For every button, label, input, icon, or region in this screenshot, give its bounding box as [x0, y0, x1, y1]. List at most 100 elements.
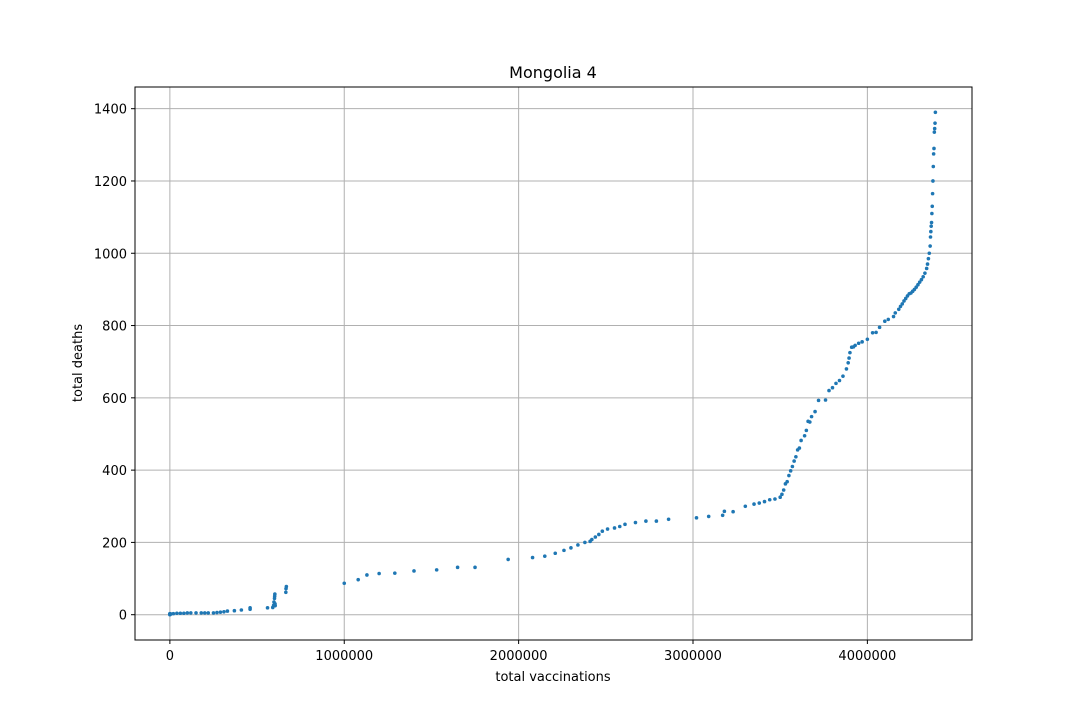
y-axis-label: total deaths [71, 324, 86, 402]
y-tick-label: 400 [102, 464, 127, 479]
data-point [886, 317, 891, 322]
data-point [900, 302, 905, 306]
x-tick-label: 4000000 [838, 649, 896, 664]
data-point [644, 519, 648, 523]
data-point [583, 540, 587, 545]
data-point [706, 514, 711, 519]
x-tick-label: 2000000 [490, 649, 548, 664]
data-point [799, 438, 803, 443]
data-point [434, 568, 439, 572]
data-point [797, 446, 802, 450]
y-tick-label: 1400 [94, 103, 127, 118]
plot-area-frame [134, 86, 973, 641]
data-point [553, 551, 558, 556]
data-point [898, 304, 903, 309]
data-point [623, 522, 627, 527]
data-point [848, 350, 852, 355]
data-point [211, 611, 216, 615]
data-point [342, 581, 347, 586]
data-point [222, 610, 226, 614]
x-axis-label: total vaccinations [495, 670, 611, 685]
data-point [837, 378, 842, 383]
data-point [757, 501, 762, 505]
data-point [933, 110, 938, 115]
data-point [847, 356, 851, 360]
data-point [921, 274, 925, 279]
data-point [787, 473, 791, 478]
data-point [844, 367, 849, 371]
data-point [597, 532, 601, 537]
data-point [930, 191, 935, 196]
data-point [891, 314, 896, 319]
data-point [927, 251, 932, 256]
y-tick-label: 600 [102, 392, 127, 407]
data-point [506, 557, 510, 562]
data-point [202, 611, 207, 615]
data-points [168, 110, 938, 617]
data-point [823, 398, 828, 402]
y-tick-label: 1200 [94, 175, 127, 190]
data-point [694, 516, 699, 520]
x-tick-label: 1000000 [315, 649, 373, 664]
grid-lines [135, 87, 972, 640]
data-point [896, 307, 901, 312]
data-point [827, 388, 831, 393]
data-point [199, 611, 204, 615]
y-axis-ticks: 0 200 400 600 800 1000 1200 1400 [94, 103, 135, 624]
data-point [846, 360, 850, 365]
data-point [928, 235, 933, 239]
data-point [932, 130, 937, 134]
data-point [284, 584, 289, 589]
data-point [929, 229, 933, 234]
data-point [785, 479, 789, 484]
data-point [856, 341, 861, 346]
data-point [903, 296, 908, 301]
data-point [813, 409, 817, 414]
data-point [215, 610, 219, 615]
data-point [562, 548, 566, 553]
data-point [569, 546, 573, 550]
data-point [273, 592, 277, 596]
data-point [788, 469, 793, 473]
data-point [874, 330, 878, 335]
data-point [804, 428, 809, 433]
data-point [720, 513, 725, 518]
data-point [576, 543, 580, 547]
data-point [877, 325, 882, 330]
data-point [883, 319, 887, 324]
data-point [593, 535, 598, 539]
data-point [931, 164, 936, 169]
data-point [265, 606, 270, 610]
data-point [931, 179, 935, 183]
data-point [666, 517, 671, 522]
data-point [731, 509, 735, 514]
data-point [189, 611, 193, 615]
data-point [780, 492, 784, 497]
data-point [530, 555, 535, 560]
y-tick-label: 800 [102, 320, 127, 335]
data-point [767, 497, 772, 502]
data-point [781, 488, 786, 492]
data-point [175, 611, 179, 616]
data-point [194, 611, 198, 615]
data-point [605, 527, 610, 531]
data-point [182, 611, 186, 616]
data-point [830, 385, 835, 390]
data-point [356, 577, 361, 582]
data-point [590, 537, 594, 542]
data-point [206, 611, 211, 615]
data-point [930, 211, 934, 216]
data-point [916, 282, 920, 287]
data-point [790, 464, 795, 469]
data-point [773, 497, 777, 501]
data-point [617, 524, 622, 529]
data-point [917, 280, 922, 284]
data-point [752, 502, 756, 506]
data-point [633, 520, 638, 525]
data-point [925, 262, 930, 266]
data-point [841, 374, 845, 378]
data-point [171, 611, 176, 616]
data-point [923, 271, 927, 275]
data-point [365, 573, 369, 577]
